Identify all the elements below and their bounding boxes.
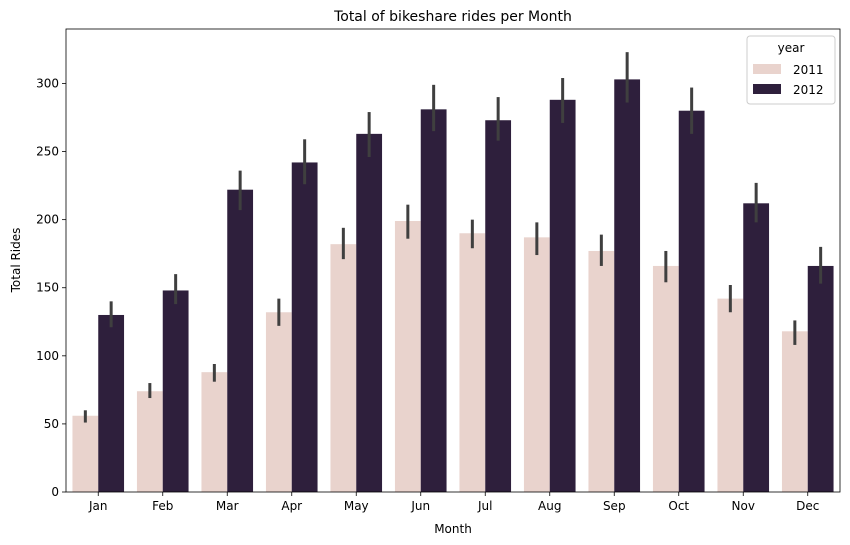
plot-frame [65, 28, 841, 493]
x-tick-label: Jun [410, 499, 430, 513]
chart-title: Total of bikeshare rides per Month [333, 9, 572, 25]
bar-2012-Sep [614, 79, 641, 492]
y-tick-label: 150 [36, 281, 59, 295]
legend-swatch-2011 [753, 64, 781, 74]
x-axis-label: Month [434, 522, 472, 536]
bar-2011-Mar [201, 372, 228, 492]
bar-2011-Jun [394, 221, 421, 492]
x-tick-label: May [344, 499, 369, 513]
x-tick-label: Feb [152, 499, 173, 513]
x-tick-label: Mar [216, 499, 239, 513]
bar-2011-Feb [136, 391, 163, 492]
legend-swatch-2012 [753, 84, 781, 94]
bar-2011-Jul [459, 233, 486, 492]
error-bars-layer [83, 52, 823, 423]
bar-2011-May [330, 244, 357, 492]
x-tick-label: Sep [603, 499, 626, 513]
x-tick-label: Aug [538, 499, 561, 513]
legend-label-2011: 2011 [793, 63, 824, 77]
bar-2012-Jul [485, 120, 512, 493]
x-tick-label: Apr [281, 499, 302, 513]
bar-2012-Nov [743, 203, 770, 492]
bar-2011-Oct [652, 265, 679, 492]
axes-layer: 0 50 100 150 200 250 300 Jan Feb Mar Apr May Jun Jul A… [36, 28, 841, 513]
bar-2012-Oct [678, 110, 705, 493]
bar-2011-Apr [265, 312, 292, 492]
bar-2012-Feb [162, 290, 189, 492]
bar-2012-Jun [420, 109, 447, 492]
y-tick-label: 300 [36, 76, 59, 90]
legend: year 2011 2012 [746, 35, 836, 105]
legend-title: year [778, 41, 805, 55]
bar-2011-Jan [72, 415, 99, 492]
bar-2012-Mar [227, 189, 254, 492]
bar-2012-Apr [291, 162, 318, 492]
x-tick-label: Jul [477, 499, 492, 513]
bar-2012-Jan [98, 314, 125, 492]
bars-layer [72, 79, 834, 493]
y-tick-label: 50 [44, 417, 59, 431]
y-tick-label: 0 [51, 485, 59, 499]
y-tick-label: 250 [36, 145, 59, 159]
y-tick-label: 100 [36, 349, 59, 363]
bar-2012-May [356, 133, 383, 493]
x-tick-label: Nov [732, 499, 755, 513]
bar-2011-Aug [523, 237, 550, 492]
x-tick-label: Dec [796, 499, 819, 513]
bar-2011-Dec [781, 331, 808, 492]
bar-2012-Dec [807, 265, 834, 492]
bar-2011-Sep [588, 250, 615, 492]
y-axis-label: Total Rides [9, 228, 23, 294]
bar-2012-Aug [549, 99, 576, 492]
y-tick-label: 200 [36, 213, 59, 227]
legend-label-2012: 2012 [793, 83, 824, 97]
bar-2011-Nov [717, 298, 744, 492]
x-tick-label: Oct [668, 499, 689, 513]
x-tick-label: Jan [88, 499, 108, 513]
